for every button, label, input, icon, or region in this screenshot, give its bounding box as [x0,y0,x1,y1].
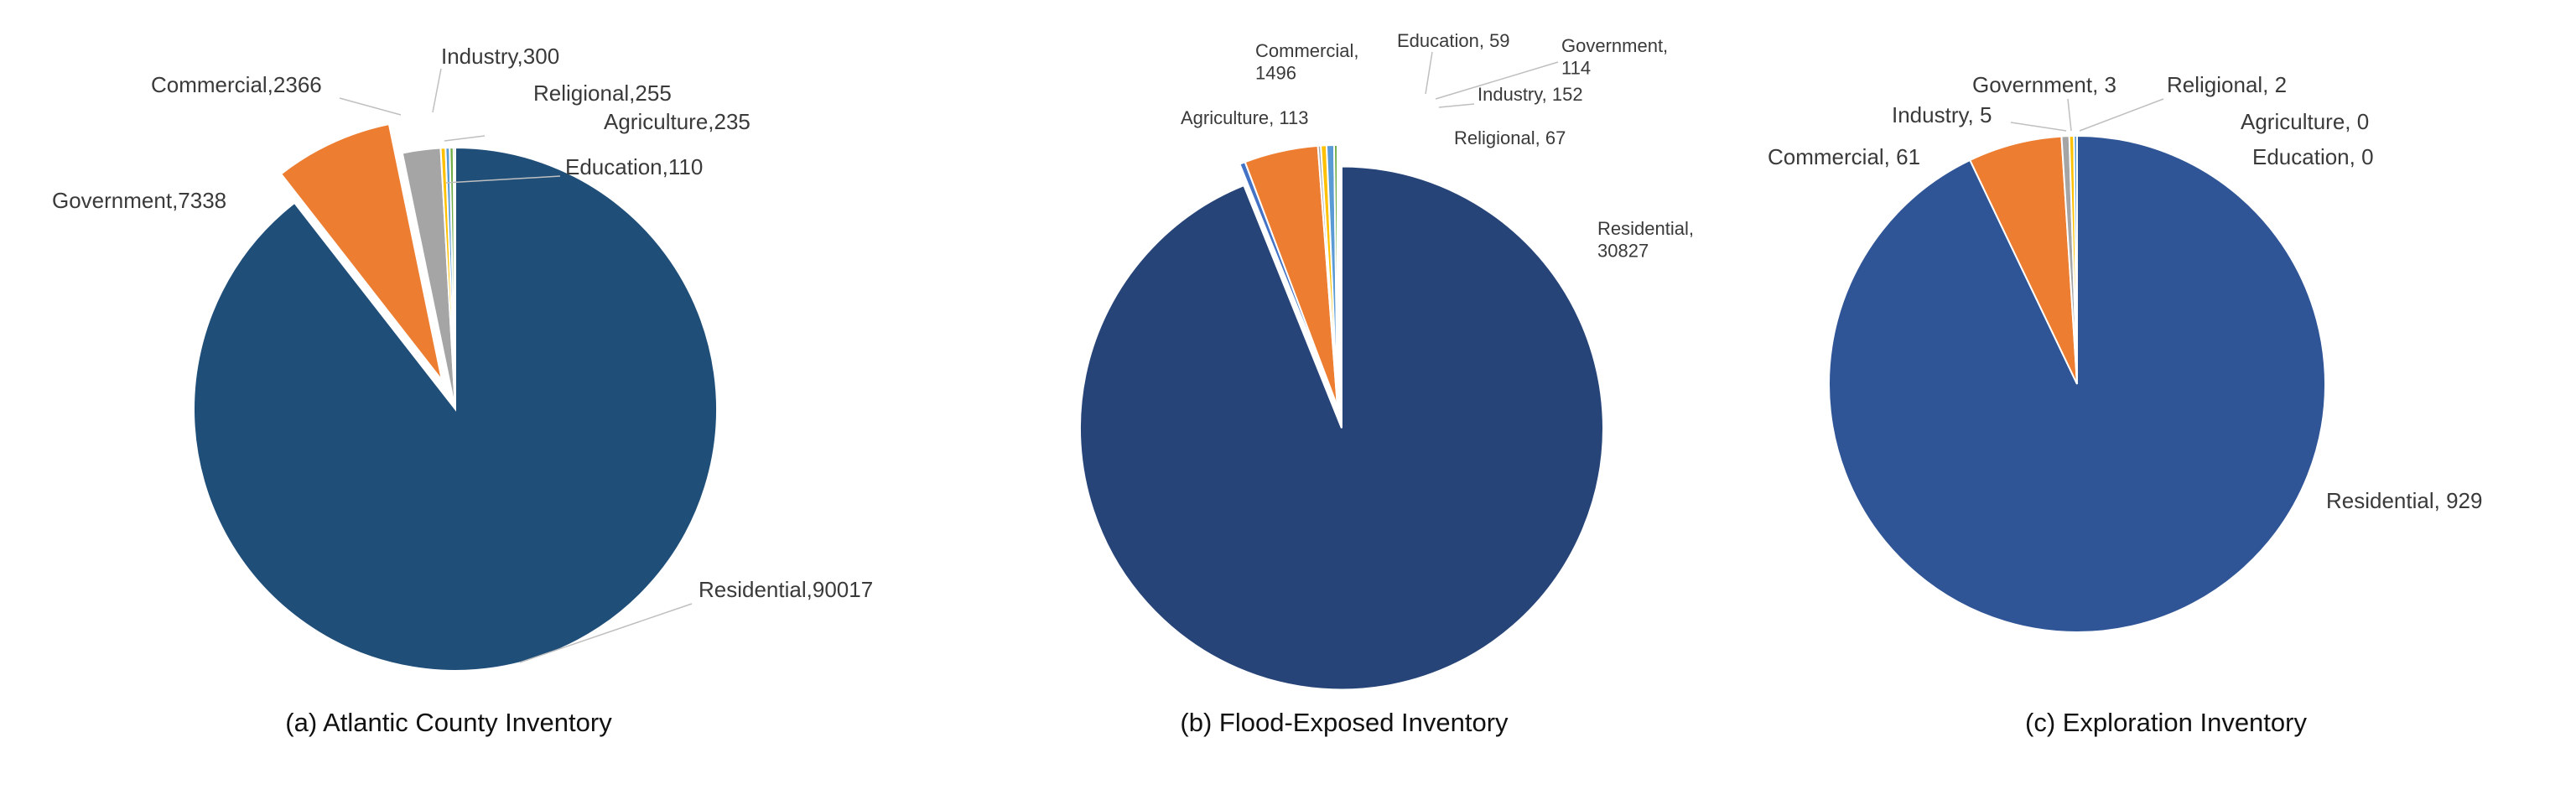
leader-line-education [1425,51,1433,95]
leader-line-industry [1438,103,1475,108]
leader-line-industry [432,68,442,113]
data-label-residential: Residential, 30827 [1597,218,1694,261]
data-label-commercial: Commercial, 1496 [1255,40,1358,83]
data-label-education: Education, 0 [2252,144,2374,169]
data-label-agriculture: Agriculture,235 [604,109,750,134]
data-label-government: Government,7338 [52,188,226,213]
pie-chart-3: Residential, 929 Commercial, 61 Industry, … [1768,72,2482,737]
data-label-government: Government, 114 [1561,35,1668,78]
pie-slice-education [452,146,456,410]
data-label-education: Education, 59 [1397,30,1510,51]
data-label-religional: Religional, 67 [1454,127,1566,148]
data-label-commercial: Commercial,2366 [151,72,322,97]
leader-line-government [2067,98,2072,132]
leader-line-agriculture [444,135,486,142]
pie-slice-religional [2073,134,2078,385]
leader-line-industry [2010,122,2067,132]
data-label-commercial: Commercial, 61 [1768,144,1920,169]
data-label-industry: Industry,300 [441,44,559,69]
data-label-agriculture: Agriculture, 0 [2241,109,2369,134]
data-label-residential: Residential,90017 [699,577,873,602]
leader-line-commercial [339,97,402,116]
pie-slice-government [279,122,444,382]
data-label-religional: Religional, 2 [2167,72,2287,97]
chart-caption: (b) Flood-Exposed Inventory [1180,708,1509,737]
data-label-religional: Religional,255 [533,80,672,106]
pie-chart-1: Residential,90017 Government,7338 Commerci… [52,44,873,737]
data-label-industry: Industry, 152 [1478,84,1583,105]
data-label-government: Government, 3 [1972,72,2116,97]
pie-slice-religional [1332,143,1338,408]
data-label-agriculture: Agriculture, 113 [1181,107,1308,128]
data-label-industry: Industry, 5 [1892,102,1992,127]
leader-line-residential [519,603,693,663]
data-label-residential: Residential, 929 [2326,488,2482,513]
chart-caption: (a) Atlantic County Inventory [285,708,612,737]
pie-slice-residential [1078,165,1604,691]
pie-chart-2: Residential, 30827 Agriculture, 113 Commerc… [1078,30,1694,737]
chart-caption: (c) Exploration Inventory [2025,708,2307,737]
data-label-education: Education,110 [565,154,703,179]
leader-line-government [1435,61,1559,100]
leader-line-education [445,175,561,184]
leader-line-religional [2079,98,2164,132]
